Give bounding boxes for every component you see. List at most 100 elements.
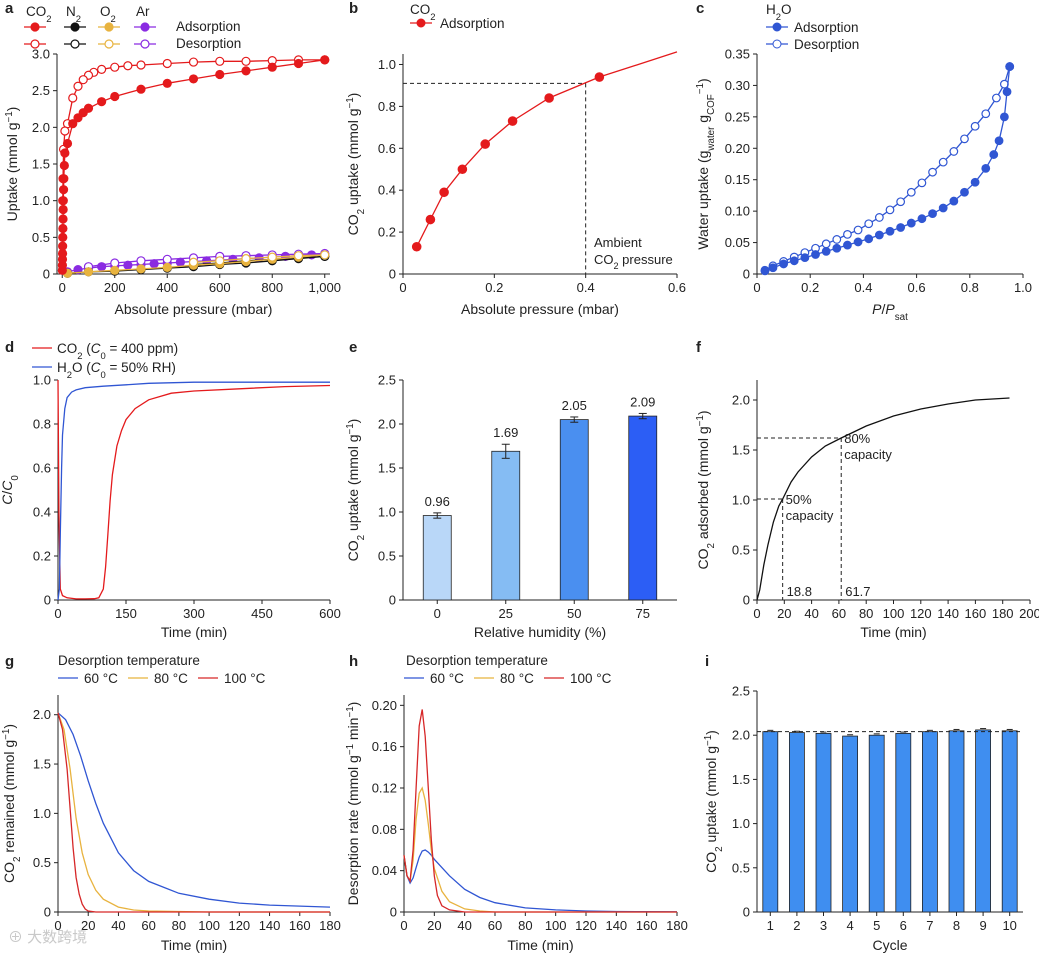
data-point bbox=[843, 240, 852, 250]
x-tick-label: 80 bbox=[172, 918, 186, 933]
x-tick-label: 9 bbox=[979, 918, 986, 933]
x-tick-label: 1.0 bbox=[1014, 280, 1032, 295]
y-tick-label: 0 bbox=[743, 267, 750, 282]
bar bbox=[868, 734, 885, 913]
x-tick-label: 8 bbox=[953, 918, 960, 933]
data-point bbox=[928, 209, 937, 219]
y-axis-label: Uptake (mmol g−1) bbox=[4, 107, 21, 222]
legend: CO2 (C0 = 400 ppm)H2O (C0 = 50% RH) bbox=[32, 341, 178, 381]
data-point bbox=[215, 56, 225, 66]
y-tick-label: 0 bbox=[44, 905, 51, 920]
data-point bbox=[457, 164, 468, 175]
legend-gas-label: O2 bbox=[100, 4, 116, 25]
marker-label: capacity bbox=[786, 508, 834, 523]
y-tick-label: 0.8 bbox=[33, 417, 51, 432]
data-point bbox=[68, 119, 78, 129]
series-line bbox=[61, 59, 325, 271]
y-tick-label: 0.6 bbox=[378, 141, 396, 156]
x-tick-label: 180 bbox=[992, 606, 1014, 621]
y-axis-label: Desorption rate (mmol g−1 min−1) bbox=[345, 702, 362, 906]
y-tick-label: 0 bbox=[389, 267, 396, 282]
x-axis-label: P/Psat bbox=[872, 301, 908, 323]
panel-letter: c bbox=[696, 0, 704, 17]
y-tick-label: 0 bbox=[389, 593, 396, 608]
x-tick-label: 60 bbox=[832, 606, 846, 621]
watermark: ⊕ 大数跨境 bbox=[8, 929, 88, 946]
x-tick-label: 5 bbox=[873, 918, 880, 933]
panel-letter: h bbox=[349, 653, 358, 670]
legend-marker bbox=[772, 39, 782, 49]
data-point bbox=[136, 256, 146, 266]
series-line bbox=[57, 381, 330, 601]
data-point bbox=[896, 197, 906, 207]
y-tick-label: 0.2 bbox=[33, 549, 51, 564]
x-tick-label: 4 bbox=[846, 918, 853, 933]
data-point bbox=[960, 134, 969, 144]
y-tick-label: 0.08 bbox=[372, 822, 397, 837]
y-tick-label: 0.5 bbox=[732, 543, 750, 558]
legend-marker bbox=[104, 39, 114, 49]
legend-label: H2O (C0 = 50% RH) bbox=[57, 360, 176, 381]
data-point bbox=[832, 235, 842, 244]
series-line bbox=[57, 379, 331, 600]
series-line bbox=[416, 76, 600, 248]
panel-letter: i bbox=[705, 653, 709, 670]
bar bbox=[842, 735, 858, 913]
marker-x-label: 18.8 bbox=[787, 584, 812, 599]
x-tick-label: 20 bbox=[777, 606, 791, 621]
legend-desorption-label: Desorption bbox=[176, 36, 241, 51]
data-point bbox=[110, 91, 120, 102]
panel-b: 0 0.2 0.4 0.6 0.8 1.0 0 0.2 0.4 0.6 b Ambient CO2 pr… bbox=[345, 0, 687, 317]
x-tick-label: 100 bbox=[883, 606, 905, 621]
data-point bbox=[949, 147, 959, 156]
panel-letter: f bbox=[696, 339, 702, 356]
y-axis-label: CO2 uptake (mmol g−1) bbox=[345, 419, 367, 562]
y-tick-label: 2.5 bbox=[32, 83, 50, 98]
y-tick-label: 1.0 bbox=[33, 806, 51, 821]
data-point bbox=[981, 163, 991, 173]
x-tick-label: 6 bbox=[900, 918, 907, 933]
x-tick-label: 200 bbox=[104, 280, 126, 295]
data-point bbox=[411, 241, 422, 252]
data-point bbox=[83, 267, 94, 277]
data-point bbox=[480, 139, 490, 149]
y-tick-label: 0.12 bbox=[372, 781, 397, 796]
legend-marker bbox=[140, 22, 150, 32]
data-point bbox=[59, 160, 69, 171]
marker-label: 50% bbox=[786, 492, 812, 507]
data-point bbox=[800, 253, 810, 263]
y-tick-label: 1.0 bbox=[33, 373, 51, 388]
y-tick-label: 0.5 bbox=[33, 855, 51, 870]
data-point bbox=[162, 58, 172, 69]
data-point bbox=[136, 84, 146, 94]
data-point bbox=[938, 203, 948, 213]
data-point bbox=[789, 256, 799, 266]
legend-label: 80 °C bbox=[154, 671, 188, 686]
x-axis-label: Relative humidity (%) bbox=[474, 624, 606, 640]
data-label: 2.09 bbox=[630, 394, 655, 409]
data-point bbox=[320, 250, 330, 260]
y-tick-label: 0 bbox=[390, 905, 397, 920]
data-label: 0.96 bbox=[425, 494, 450, 509]
data-point bbox=[97, 97, 107, 107]
legend-label: 60 °C bbox=[430, 671, 464, 686]
legend-gas-label: Ar bbox=[136, 4, 150, 19]
data-point bbox=[320, 55, 330, 65]
x-tick-label: 1,000 bbox=[308, 280, 341, 295]
bar bbox=[1001, 730, 1018, 913]
x-tick-label: 0 bbox=[434, 606, 441, 621]
y-tick-label: 0.8 bbox=[378, 99, 396, 114]
data-point bbox=[149, 259, 159, 269]
data-point bbox=[992, 93, 1001, 103]
series-line bbox=[57, 712, 330, 913]
x-tick-label: 600 bbox=[319, 606, 341, 621]
data-point bbox=[188, 257, 199, 267]
x-tick-label: 0.4 bbox=[577, 280, 595, 295]
x-tick-label: 160 bbox=[965, 606, 987, 621]
data-point bbox=[60, 126, 70, 136]
x-tick-label: 120 bbox=[575, 918, 597, 933]
marker-label: capacity bbox=[844, 447, 892, 462]
data-point bbox=[267, 62, 277, 72]
legend: Desorption temperature 60 °C 80 °C 100 °C bbox=[58, 653, 266, 686]
y-tick-label: 1.0 bbox=[732, 816, 750, 831]
